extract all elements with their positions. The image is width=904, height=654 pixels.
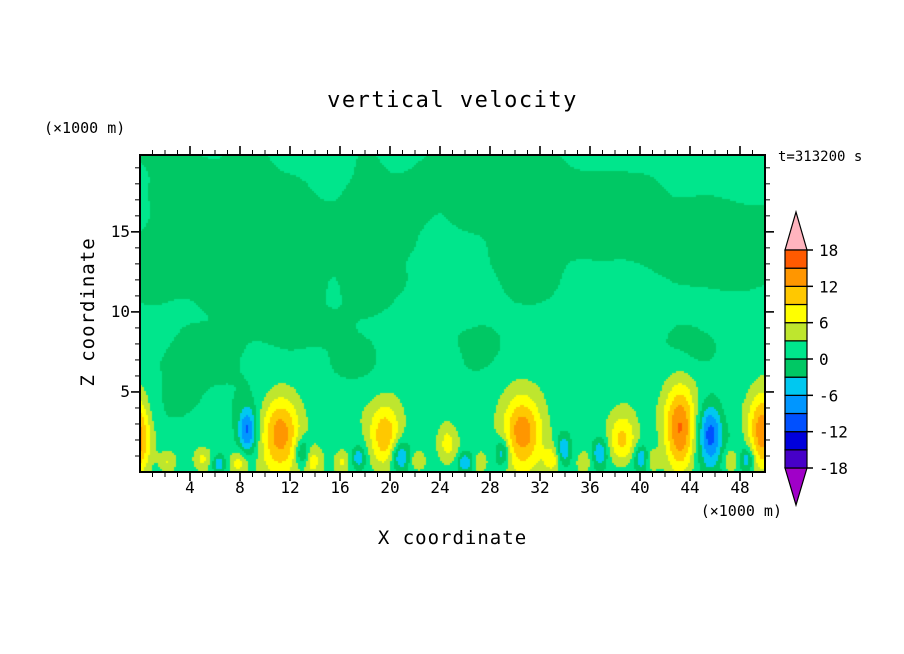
colorbar-band <box>784 449 808 469</box>
contour-field-canvas <box>140 155 765 472</box>
x-tick-label: 40 <box>630 478 650 497</box>
x-tick-label: 28 <box>480 478 500 497</box>
colorbar-band <box>784 412 808 433</box>
x-tick-label: 36 <box>580 478 600 497</box>
colorbar-band <box>784 303 808 324</box>
colorbar-band <box>784 267 808 287</box>
colorbar-arrow-high <box>784 209 808 251</box>
colorbar-band <box>784 285 808 306</box>
y-tick-label: 10 <box>110 301 130 321</box>
colorbar: 18 12 6 0 -6 -12 -18 <box>784 209 848 508</box>
colorbar-label: 0 <box>819 350 829 369</box>
x-tick-label: 16 <box>330 478 350 497</box>
x-tick-label: 12 <box>280 478 300 497</box>
colorbar-label: -6 <box>819 386 838 405</box>
x-tick-label: 48 <box>730 478 750 497</box>
x-tick-label: 32 <box>530 478 550 497</box>
x-axis-label: X coordinate <box>377 527 528 549</box>
colorbar-band <box>784 394 808 415</box>
colorbar-arrow-low <box>784 467 808 508</box>
colorbar-label: 6 <box>819 314 829 333</box>
chart-title: vertical velocity <box>327 88 578 113</box>
colorbar-label: 18 <box>819 241 838 260</box>
y-axis-units-label: (×1000 m) <box>44 119 126 137</box>
x-tick-label: 4 <box>185 478 195 497</box>
y-tick-label: 15 <box>110 221 130 241</box>
colorbar-band <box>784 322 808 342</box>
colorbar-label: 12 <box>819 277 838 296</box>
x-tick-label: 44 <box>680 478 700 497</box>
colorbar-band <box>784 358 808 378</box>
colorbar-band <box>784 340 808 360</box>
x-axis-units-label: (×1000 m) <box>700 502 782 520</box>
x-tick-label: 20 <box>380 478 400 497</box>
colorbar-band <box>784 431 808 451</box>
colorbar-label: -12 <box>819 423 848 442</box>
y-tick-label: 5 <box>120 381 130 401</box>
x-tick-label: 8 <box>235 478 245 497</box>
time-annotation: t=313200 s <box>778 149 863 165</box>
colorbar-band <box>784 249 808 269</box>
x-tick-label: 24 <box>430 478 450 497</box>
colorbar-band <box>784 376 808 396</box>
colorbar-label: -18 <box>819 459 848 478</box>
